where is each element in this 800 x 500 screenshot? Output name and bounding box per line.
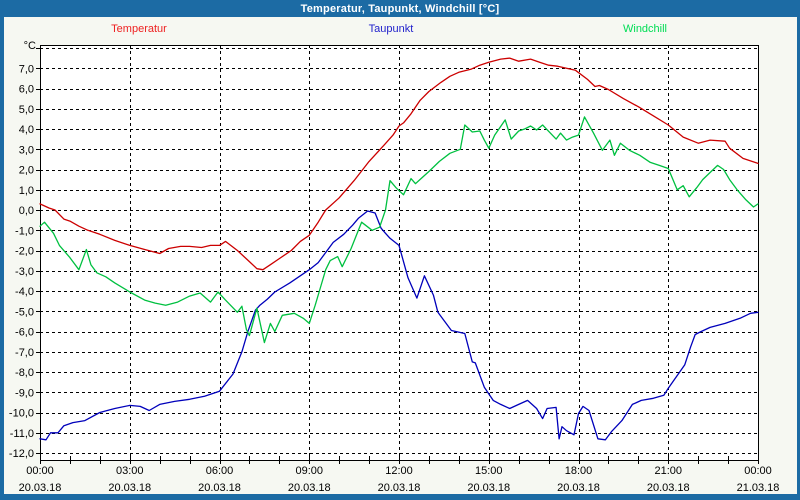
x-tick-date: 20.03.18 xyxy=(288,482,331,494)
x-tick-date: 20.03.18 xyxy=(557,482,600,494)
x-tick-time: 00:00 xyxy=(744,465,772,477)
y-tick-label: 3,0 xyxy=(19,144,34,156)
y-tick-label: -8,0 xyxy=(15,367,34,379)
y-tick-label: -12,0 xyxy=(9,448,34,460)
x-tick-date: 20.03.18 xyxy=(378,482,421,494)
y-tick-label: -6,0 xyxy=(15,327,34,339)
x-tick-date: 20.03.18 xyxy=(467,482,510,494)
y-tick-label: -7,0 xyxy=(15,347,34,359)
x-tick-time: 21:00 xyxy=(654,465,682,477)
title-bar: Temperatur, Taupunkt, Windchill [°C] xyxy=(0,0,800,17)
x-tick-date: 20.03.18 xyxy=(647,482,690,494)
series-windchill xyxy=(39,116,759,344)
x-tick-time: 00:00 xyxy=(26,465,54,477)
y-tick-label: 6,0 xyxy=(19,84,34,96)
axis-ticks xyxy=(36,48,759,464)
window-border-right xyxy=(797,17,800,500)
y-tick-label: -10,0 xyxy=(9,408,34,420)
y-tick-label: 2,0 xyxy=(19,165,34,177)
legend-item-temperatur: Temperatur xyxy=(111,23,167,35)
y-tick-label: -1,0 xyxy=(15,225,34,237)
y-tick-label: -9,0 xyxy=(15,387,34,399)
window-border-bottom xyxy=(0,494,800,500)
data-series xyxy=(39,57,759,441)
y-tick-label: 0,0 xyxy=(19,205,34,217)
y-axis-unit-label: °C xyxy=(24,40,36,52)
plot-area xyxy=(40,45,758,460)
x-tick-time: 03:00 xyxy=(116,465,144,477)
y-tick-labels: 7,0 6,0 5,0 4,0 3,0 2,0 1,0 0,0 -1,0 -2,0 -3,0 -4,0… xyxy=(9,63,34,460)
series-taupunkt xyxy=(39,210,759,441)
x-tick-time: 06:00 xyxy=(206,465,234,477)
y-tick-label: 4,0 xyxy=(19,124,34,136)
x-tick-time: 15:00 xyxy=(475,465,503,477)
y-tick-label: -4,0 xyxy=(15,286,34,298)
x-tick-time: 18:00 xyxy=(565,465,593,477)
x-tick-labels: 00:00 20.03.18 03:00 20.03.18 06:00 20.03.18 0… xyxy=(19,465,780,494)
window-title: Temperatur, Taupunkt, Windchill [°C] xyxy=(300,2,500,15)
x-tick-date: 21.03.18 xyxy=(737,482,780,494)
y-tick-label: -3,0 xyxy=(15,266,34,278)
x-tick-date: 20.03.18 xyxy=(19,482,62,494)
y-tick-label: 1,0 xyxy=(19,185,34,197)
chart-legend: Temperatur Taupunkt Windchill xyxy=(0,23,800,37)
x-tick-date: 20.03.18 xyxy=(198,482,241,494)
y-tick-label: -11,0 xyxy=(10,428,34,440)
y-tick-label: 5,0 xyxy=(19,104,34,116)
x-tick-time: 12:00 xyxy=(385,465,413,477)
legend-item-windchill: Windchill xyxy=(622,23,668,35)
y-tick-label: -5,0 xyxy=(15,306,34,318)
x-tick-time: 09:00 xyxy=(295,465,323,477)
window-border-left xyxy=(0,17,4,500)
legend-item-taupunkt: Taupunkt xyxy=(368,23,414,35)
x-tick-date: 20.03.18 xyxy=(108,482,151,494)
series-temperatur xyxy=(39,57,759,271)
y-tick-label: 7,0 xyxy=(19,63,34,75)
y-tick-label: -2,0 xyxy=(15,246,34,258)
